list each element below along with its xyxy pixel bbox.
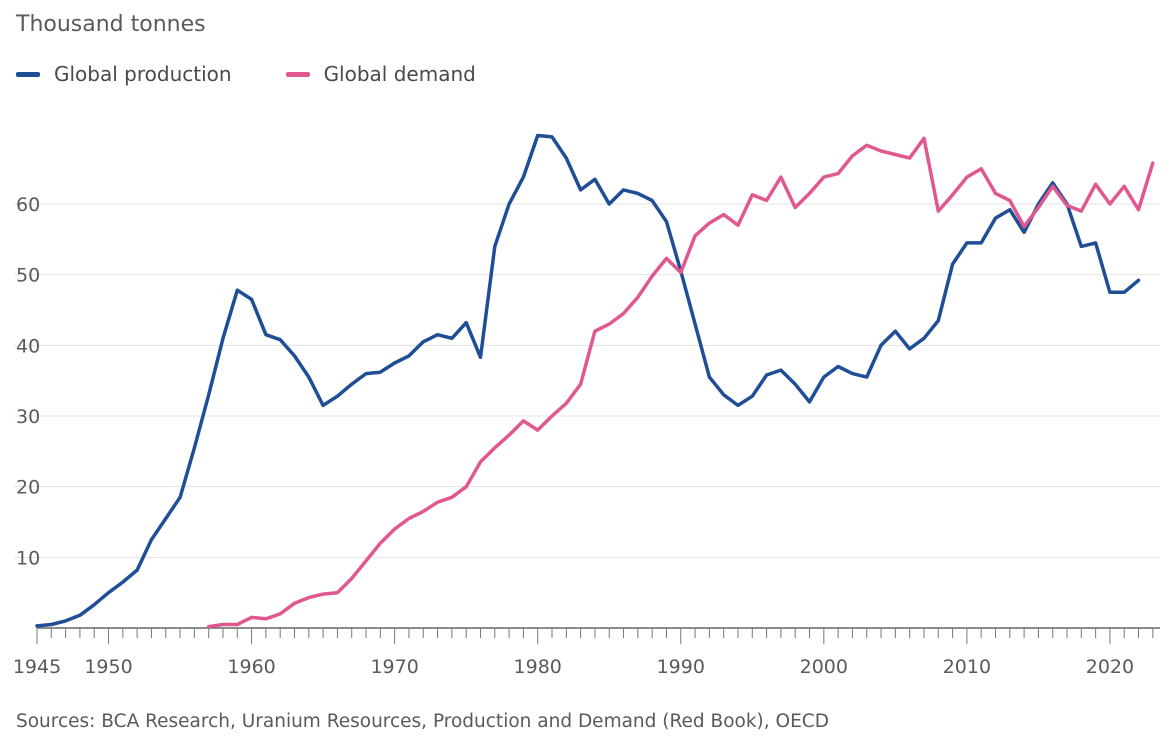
y-tick-label-50: 50 — [16, 265, 40, 287]
y-tick-label-60: 60 — [16, 194, 40, 216]
x-tick-label-1945: 1945 — [13, 656, 61, 678]
chart-legend: Global production Global demand — [16, 62, 530, 86]
legend-label-production: Global production — [54, 62, 232, 86]
legend-swatch-production — [16, 71, 40, 77]
y-tick-label-20: 20 — [16, 477, 40, 499]
y-tick-label-10: 10 — [16, 547, 40, 569]
series-line-production — [35, 133, 1141, 628]
series-line-demand — [206, 136, 1155, 629]
x-tick-label-1990: 1990 — [657, 656, 705, 678]
x-tick-label-1980: 1980 — [514, 656, 562, 678]
x-tick-label-1960: 1960 — [227, 656, 275, 678]
x-tick-label-2010: 2010 — [943, 656, 991, 678]
chart-source-note: Sources: BCA Research, Uranium Resources… — [16, 711, 829, 732]
x-tick-label-1950: 1950 — [84, 656, 132, 678]
y-tick-label-40: 40 — [16, 335, 40, 357]
legend-item-production: Global production — [16, 62, 232, 86]
y-axis-unit-label: Thousand tonnes — [16, 12, 206, 37]
y-tick-label-30: 30 — [16, 406, 40, 428]
x-tick-label-1970: 1970 — [370, 656, 418, 678]
legend-swatch-demand — [285, 71, 310, 77]
legend-item-demand: Global demand — [285, 62, 476, 86]
x-tick-label-2020: 2020 — [1086, 656, 1134, 678]
legend-label-demand: Global demand — [323, 62, 476, 86]
x-tick-label-2000: 2000 — [800, 656, 848, 678]
